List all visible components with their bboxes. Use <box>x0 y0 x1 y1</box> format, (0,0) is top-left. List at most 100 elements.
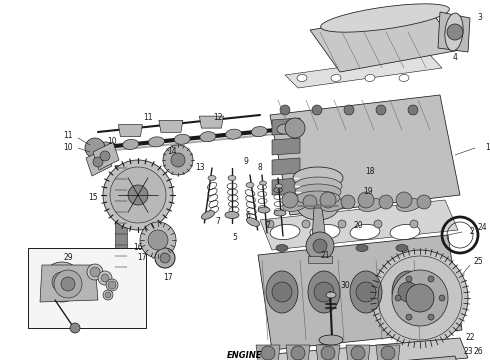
Ellipse shape <box>326 292 336 298</box>
Text: 26: 26 <box>473 347 483 356</box>
Circle shape <box>428 314 434 320</box>
Text: 22: 22 <box>465 333 475 342</box>
Circle shape <box>90 267 100 277</box>
Polygon shape <box>159 120 183 132</box>
Ellipse shape <box>228 175 236 180</box>
Ellipse shape <box>365 75 375 81</box>
Circle shape <box>42 262 82 302</box>
FancyBboxPatch shape <box>28 248 146 328</box>
Circle shape <box>103 160 173 230</box>
Text: 24: 24 <box>477 224 487 233</box>
Circle shape <box>379 195 393 209</box>
Circle shape <box>372 250 468 346</box>
Circle shape <box>381 346 395 360</box>
Ellipse shape <box>320 4 449 32</box>
Circle shape <box>87 264 103 280</box>
Circle shape <box>351 346 365 360</box>
Ellipse shape <box>260 181 267 185</box>
Polygon shape <box>438 12 470 52</box>
Circle shape <box>54 270 82 298</box>
Circle shape <box>428 276 434 282</box>
Circle shape <box>406 314 412 320</box>
Polygon shape <box>310 10 460 72</box>
Circle shape <box>261 346 275 360</box>
Circle shape <box>291 346 305 360</box>
Polygon shape <box>272 118 300 135</box>
Text: 21: 21 <box>320 251 330 260</box>
Circle shape <box>406 276 412 282</box>
Text: 23: 23 <box>463 347 473 356</box>
Circle shape <box>396 192 412 208</box>
Text: 19: 19 <box>363 188 373 197</box>
Circle shape <box>303 195 317 209</box>
Polygon shape <box>286 345 310 360</box>
Circle shape <box>108 281 116 289</box>
Polygon shape <box>316 345 340 360</box>
Ellipse shape <box>274 210 286 216</box>
Text: 9: 9 <box>244 158 248 166</box>
Polygon shape <box>346 345 370 360</box>
Circle shape <box>313 239 327 253</box>
Polygon shape <box>308 256 332 263</box>
Polygon shape <box>86 148 112 176</box>
Circle shape <box>338 220 346 228</box>
Ellipse shape <box>122 139 139 149</box>
Polygon shape <box>272 178 300 195</box>
Circle shape <box>406 284 434 312</box>
Text: 29: 29 <box>63 253 73 262</box>
Circle shape <box>314 282 334 302</box>
Circle shape <box>312 105 322 115</box>
Circle shape <box>398 282 418 302</box>
Circle shape <box>128 185 148 205</box>
Ellipse shape <box>399 75 409 81</box>
Text: 20: 20 <box>353 220 363 230</box>
Ellipse shape <box>316 244 328 252</box>
Circle shape <box>93 157 103 167</box>
Ellipse shape <box>294 177 342 195</box>
Ellipse shape <box>297 75 307 81</box>
Circle shape <box>285 118 305 138</box>
Text: 7: 7 <box>266 220 270 230</box>
Ellipse shape <box>308 271 340 313</box>
Text: 5: 5 <box>233 234 238 243</box>
Polygon shape <box>280 356 462 360</box>
Polygon shape <box>119 125 143 136</box>
Polygon shape <box>262 338 468 360</box>
Text: 2: 2 <box>469 228 474 237</box>
Ellipse shape <box>295 184 341 200</box>
Polygon shape <box>199 116 223 128</box>
Circle shape <box>155 248 175 268</box>
Ellipse shape <box>293 167 343 189</box>
Ellipse shape <box>310 224 340 240</box>
Circle shape <box>61 277 75 291</box>
Text: 11: 11 <box>63 130 73 139</box>
Ellipse shape <box>97 142 113 152</box>
Ellipse shape <box>148 137 165 147</box>
Circle shape <box>302 220 310 228</box>
Text: 10: 10 <box>107 138 117 147</box>
Polygon shape <box>115 165 127 275</box>
Polygon shape <box>260 200 458 250</box>
Ellipse shape <box>356 244 368 252</box>
Polygon shape <box>285 55 442 88</box>
Circle shape <box>320 192 336 208</box>
Text: 15: 15 <box>88 194 98 202</box>
Text: 8: 8 <box>258 163 262 172</box>
Text: 12: 12 <box>213 113 223 122</box>
Ellipse shape <box>174 134 190 144</box>
Ellipse shape <box>319 335 343 345</box>
Circle shape <box>140 222 176 258</box>
Circle shape <box>280 105 290 115</box>
Circle shape <box>171 153 185 167</box>
Text: 14: 14 <box>167 148 177 157</box>
Ellipse shape <box>251 127 267 136</box>
Polygon shape <box>93 142 119 170</box>
Circle shape <box>408 105 418 115</box>
Ellipse shape <box>208 175 216 180</box>
Ellipse shape <box>200 132 216 142</box>
Circle shape <box>101 274 109 282</box>
Text: 6: 6 <box>245 211 250 220</box>
Text: 4: 4 <box>453 54 458 63</box>
Polygon shape <box>258 235 462 350</box>
Text: 11: 11 <box>143 113 153 122</box>
